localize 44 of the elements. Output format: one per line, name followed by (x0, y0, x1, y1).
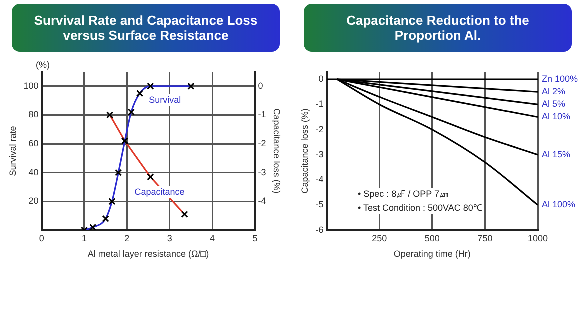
y2-tick-label: -1 (258, 110, 266, 120)
y-axis-title: Survival rate (8, 126, 18, 176)
y2-tick-label: -2 (258, 138, 266, 148)
x-tick-label: 250 (372, 233, 388, 244)
x-axis-title: Operating time (Hr) (394, 249, 471, 260)
y2-axis-title: Capacitance loss (%) (272, 108, 282, 194)
x-tick-label: 1 (82, 233, 87, 244)
series-label: Al 10% (542, 112, 571, 122)
y-tick-label: -2 (316, 124, 324, 134)
y-tick-label: -6 (316, 224, 324, 235)
x-tick-label: 3 (167, 233, 172, 244)
series-label: Zn 100% (542, 74, 578, 84)
series-label: Survival (149, 94, 182, 105)
y-tick-label: -1 (316, 99, 324, 110)
series-label: Al 15% (542, 149, 571, 160)
x-tick-label: 500 (424, 233, 440, 244)
x-tick-label: 750 (478, 233, 493, 244)
y-tick-label: 0 (318, 74, 324, 84)
y-tick-label: 20 (28, 196, 39, 206)
annotation: • Spec : 8㎌ / OPP 7㎛ (358, 188, 450, 201)
x-axis-title: Al metal layer resistance (Ω/□) (88, 249, 210, 260)
y2-tick-label: -3 (258, 167, 266, 178)
y-tick-label: -5 (316, 200, 324, 210)
y-tick-label: 60 (28, 138, 39, 148)
text: (%) (36, 60, 50, 70)
y-tick-label: -3 (316, 149, 324, 160)
y-tick-label: 100 (24, 80, 39, 91)
chart-title: Capacitance Reduction to the Proportion Al. (346, 13, 530, 43)
y-tick-label: -4 (316, 174, 324, 185)
x-tick-label: 2 (124, 233, 130, 244)
y-axis-title: Capacitance loss (%) (300, 108, 310, 194)
x-tick-label: 5 (252, 233, 258, 244)
y2-tick-label: -4 (258, 196, 266, 206)
series-label: Capacitance (134, 187, 185, 198)
x-tick-label: 4 (210, 233, 216, 244)
y-tick-label: 40 (28, 167, 39, 178)
chart-title: Survival Rate and Capacitance Loss versus Surface Resistance (33, 13, 259, 43)
y-tick-label: 80 (28, 110, 39, 120)
series-label: Al 2% (542, 86, 566, 97)
series-label: Al 5% (542, 99, 566, 110)
series-label: Al 100% (542, 200, 576, 210)
y2-tick-label: 0 (258, 80, 264, 91)
x-tick-label: 1000 (528, 233, 548, 244)
annotation: • Test Condition : 500VAC 80℃ (358, 202, 482, 214)
